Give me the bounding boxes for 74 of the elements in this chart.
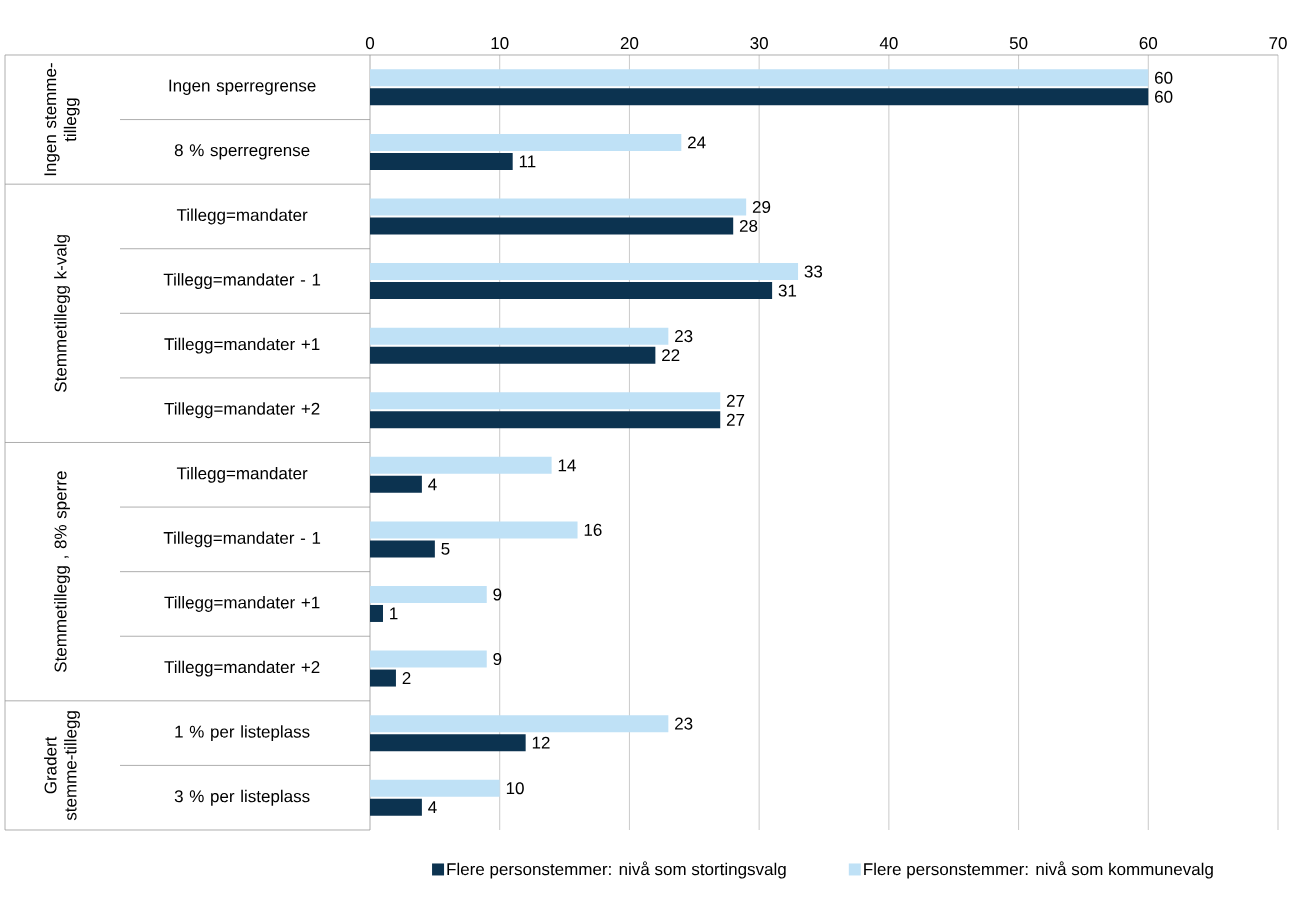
text: Ingen stemme-tillegg — [44, 63, 80, 176]
x-tick-label: 40 — [879, 37, 898, 50]
bar — [370, 217, 734, 235]
legend-label: Flere personstemmer: nivå som stortingsvalg — [447, 861, 786, 879]
bar — [370, 346, 656, 364]
y-tick-label: Tillegg=mandater +2 — [164, 660, 320, 677]
y-tick-label: Tillegg=mandater +1 — [164, 596, 320, 612]
data-label: 16 — [584, 523, 602, 536]
bar — [370, 540, 435, 558]
y-tick-label: Tillegg=mandater +2 — [164, 402, 320, 419]
data-label: 60 — [1155, 90, 1173, 103]
data-label: 4 — [428, 478, 437, 491]
bar — [370, 152, 513, 170]
data-label: 29 — [752, 200, 771, 213]
bar — [370, 282, 773, 300]
data-label: 11 — [519, 155, 536, 168]
y-tick-label: Tillegg=mandater - 1 — [163, 531, 321, 548]
x-tick-label: 30 — [750, 37, 768, 50]
data-label: 9 — [493, 653, 502, 666]
y-tick-label: Tillegg=mandater — [176, 466, 308, 483]
text: Stemmetillegg k-valg — [54, 235, 70, 392]
bar — [370, 798, 422, 816]
x-tick-label: 60 — [1139, 37, 1158, 50]
data-label: 4 — [428, 801, 437, 814]
bar — [370, 69, 1149, 87]
y-tick-label: Tillegg=mandater +1 — [164, 337, 320, 354]
data-label: 33 — [804, 265, 823, 278]
data-label: 23 — [675, 717, 693, 730]
data-label: 10 — [506, 782, 524, 795]
data-label: 28 — [739, 219, 758, 232]
data-label: 2 — [402, 672, 411, 684]
data-label: 14 — [558, 459, 576, 472]
data-label: 5 — [441, 542, 450, 555]
bar — [370, 198, 747, 216]
bar — [370, 327, 669, 345]
text: Stemmetillegg , 8% sperre — [54, 471, 70, 672]
legend-label: Flere personstemmer: nivå som kommunevalg — [864, 861, 1213, 879]
bar — [370, 521, 578, 539]
y-tick-label: Tillegg=mandater — [176, 208, 308, 225]
y-tick-label: 8 % sperregrense — [174, 144, 310, 160]
data-label: 23 — [675, 330, 693, 343]
data-label: 22 — [662, 349, 680, 362]
data-label: 60 — [1155, 71, 1173, 84]
data-label: 31 — [778, 284, 797, 297]
bar — [370, 263, 799, 281]
data-label: 27 — [726, 394, 745, 407]
data-label: 9 — [493, 588, 502, 601]
x-tick-label: 0 — [365, 37, 375, 50]
data-label: 24 — [688, 136, 706, 149]
x-tick-label: 70 — [1269, 37, 1287, 50]
y-tick-label: Ingen sperregrense — [169, 79, 316, 95]
bar — [370, 604, 383, 622]
bar — [370, 475, 422, 493]
text: Gradert stemme-tillegg — [44, 711, 80, 821]
bar — [370, 669, 396, 687]
x-tick-label: 20 — [620, 37, 639, 50]
bar — [370, 392, 721, 410]
bar — [370, 133, 682, 151]
data-label: 1 — [390, 607, 398, 620]
x-tick-label: 50 — [1009, 37, 1028, 50]
bar — [370, 88, 1149, 106]
data-label: 12 — [532, 736, 550, 749]
data-label: 27 — [726, 413, 745, 426]
bar — [370, 411, 721, 429]
y-tick-label: 3 % per listeplass — [174, 789, 310, 806]
bar — [370, 734, 526, 752]
bar — [370, 585, 487, 603]
bar — [370, 650, 487, 668]
x-tick-label: 10 — [491, 37, 509, 50]
y-tick-label: Tillegg=mandater - 1 — [163, 273, 321, 289]
bar — [370, 779, 500, 797]
y-tick-label: 1 % per listeplass — [175, 725, 310, 742]
bar — [370, 456, 552, 474]
bar — [370, 715, 669, 733]
